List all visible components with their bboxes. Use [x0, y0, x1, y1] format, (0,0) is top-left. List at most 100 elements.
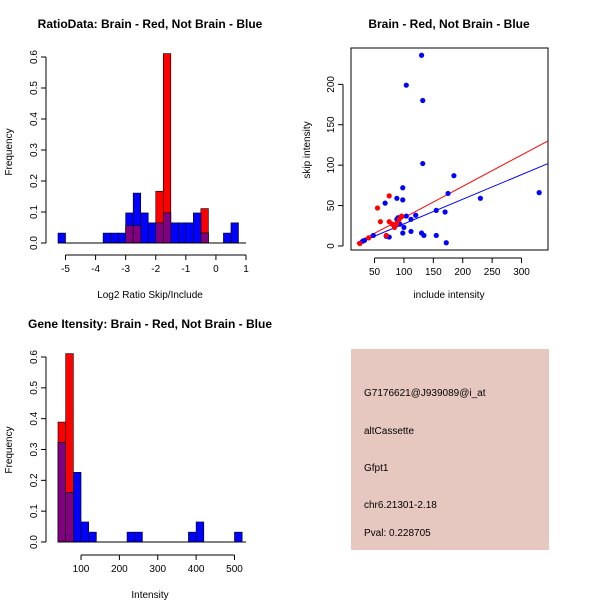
scatter-fit-line-blue	[356, 163, 549, 244]
scatter-y-tick-label: 0	[326, 243, 337, 249]
scatter-point-not-brain	[418, 52, 425, 58]
ratio-not-brain-bar	[117, 232, 126, 244]
ratio-x-label: Log2 Ratio Skip/Include	[97, 290, 203, 301]
intensity-not-brain-bar	[188, 531, 197, 543]
scatter-point-not-brain	[420, 97, 426, 104]
scatter-point-brain	[357, 240, 363, 247]
scatter-x-tick-label: 300	[513, 267, 530, 278]
intensity-y-tick-label: 0.2	[29, 473, 40, 487]
ratio-x-tick-label: -4	[91, 264, 100, 275]
scatter-x-tick-label: 150	[425, 267, 442, 278]
scatter-point-not-brain	[420, 160, 426, 167]
scatter-point-brain	[386, 219, 392, 225]
intensity-not-brain-bar	[73, 472, 82, 543]
intensity-not-brain-bar	[126, 531, 136, 543]
ratio-x-tick-label: -5	[61, 264, 70, 275]
ratio-x-tick-label: 1	[243, 264, 249, 275]
scatter-axes: 50 100 150 200 250 300 0 50 100 150 200	[326, 76, 530, 278]
info-panel-background	[351, 349, 549, 550]
intensity-y-tick-label: 0.0	[29, 535, 40, 549]
intensity-x-tick-label: 400	[188, 564, 205, 575]
scatter-point-not-brain	[394, 195, 400, 201]
ratio-x-tick-label: -1	[181, 264, 190, 275]
intensity-not-brain-bar	[134, 531, 143, 543]
scatter-y-label: skip intensity	[302, 121, 313, 178]
scatter-point-not-brain	[382, 200, 388, 206]
intensity-x-tick-label: 100	[73, 564, 90, 575]
scatter-point-not-brain	[403, 213, 409, 219]
ratio-not-brain-bar	[147, 222, 157, 244]
scatter-point-not-brain	[433, 232, 439, 239]
scatter-point-not-brain	[421, 232, 427, 239]
scatter-point-not-brain	[433, 207, 439, 214]
scatter-y-tick-label: 100	[326, 156, 337, 173]
intensity-axes: 100 200 300 400 500 0.0 0.1 0.2 0.3 0.4 0.5 0.6	[29, 350, 246, 575]
intensity-not-brain-bar	[195, 521, 205, 543]
scatter-chart-title: Brain - Red, Not Brain - Blue	[368, 17, 530, 31]
scatter-y-tick-label: 200	[326, 76, 337, 93]
scatter-point-not-brain	[408, 228, 414, 235]
p-value: Pval: 0.228705	[364, 528, 431, 539]
scatter-point-not-brain	[413, 212, 419, 218]
chart-intensity-histogram: Gene Itensity: Brain - Red, Not Brain - …	[4, 317, 272, 600]
probe-id: G7176621@J939089@i_at	[364, 388, 486, 399]
intensity-not-brain-bar	[88, 531, 97, 543]
ratio-not-brain-bar	[193, 212, 202, 244]
scatter-point-not-brain	[477, 195, 483, 201]
scatter-point-brain	[366, 235, 372, 241]
ratio-not-brain-bar	[170, 222, 179, 244]
scatter-point-not-brain	[443, 240, 449, 246]
genomic-location: chr6.21301-2.18	[364, 500, 437, 511]
scatter-point-not-brain	[442, 209, 448, 215]
ratio-y-tick-label: 0.2	[29, 174, 40, 188]
scatter-point-not-brain	[401, 224, 407, 230]
ratio-y-label: Frequency	[4, 128, 15, 175]
scatter-x-tick-label: 250	[484, 267, 501, 278]
scatter-fit-line-red	[356, 140, 549, 244]
intensity-y-label: Frequency	[4, 426, 15, 473]
scatter-point-not-brain	[361, 237, 368, 243]
intensity-bars	[57, 353, 243, 543]
ratio-not-brain-bar	[140, 212, 149, 244]
scatter-plot-box	[350, 47, 549, 251]
intensity-overlap-bar	[65, 492, 74, 543]
scatter-point-brain	[377, 219, 384, 225]
scatter-points	[357, 52, 542, 247]
ratio-not-brain-bar	[178, 222, 187, 244]
scatter-point-not-brain	[408, 216, 414, 222]
intensity-not-brain-bar	[80, 521, 89, 543]
intensity-y-tick-label: 0.5	[29, 380, 40, 394]
scatter-point-brain	[391, 224, 398, 230]
scatter-point-not-brain	[536, 190, 542, 196]
chart-scatter: Brain - Red, Not Brain - Blue 50 100 150 20…	[302, 17, 549, 301]
scatter-x-tick-label: 50	[369, 267, 381, 278]
ratio-x-tick-label: -2	[151, 264, 160, 275]
scatter-x-tick-label: 100	[396, 267, 413, 278]
scatter-point-not-brain	[370, 232, 376, 239]
scatter-point-not-brain	[400, 197, 406, 203]
intensity-y-tick-label: 0.6	[29, 350, 40, 364]
scatter-point-not-brain	[451, 173, 457, 179]
scatter-point-brain	[394, 220, 400, 226]
ratio-x-tick-label: -3	[121, 264, 130, 275]
scatter-point-not-brain	[445, 190, 451, 197]
intensity-y-tick-label: 0.1	[29, 504, 40, 518]
scatter-y-tick-label: 150	[326, 116, 337, 133]
ratio-overlap-bar	[155, 222, 164, 244]
scatter-point-brain	[383, 232, 389, 239]
ratio-x-tick-label: 0	[213, 264, 219, 275]
ratio-not-brain-bar	[102, 232, 111, 244]
chart-ratio-histogram: RatioData: Brain - Red, Not Brain - Blue…	[4, 17, 263, 301]
ratio-y-tick-label: 0.1	[29, 205, 40, 219]
ratio-overlap-bar	[132, 225, 142, 244]
intensity-overlap-bar	[57, 442, 66, 543]
intensity-chart-title: Gene Itensity: Brain - Red, Not Brain - …	[28, 317, 272, 331]
intensity-x-tick-label: 200	[111, 564, 128, 575]
intensity-y-tick-label: 0.3	[29, 442, 40, 456]
intensity-not-brain-bar	[234, 531, 243, 543]
scatter-point-not-brain	[400, 185, 406, 191]
ratio-not-brain-bar	[57, 232, 66, 244]
intensity-x-tick-label: 300	[149, 564, 166, 575]
scatter-point-not-brain	[403, 82, 409, 88]
